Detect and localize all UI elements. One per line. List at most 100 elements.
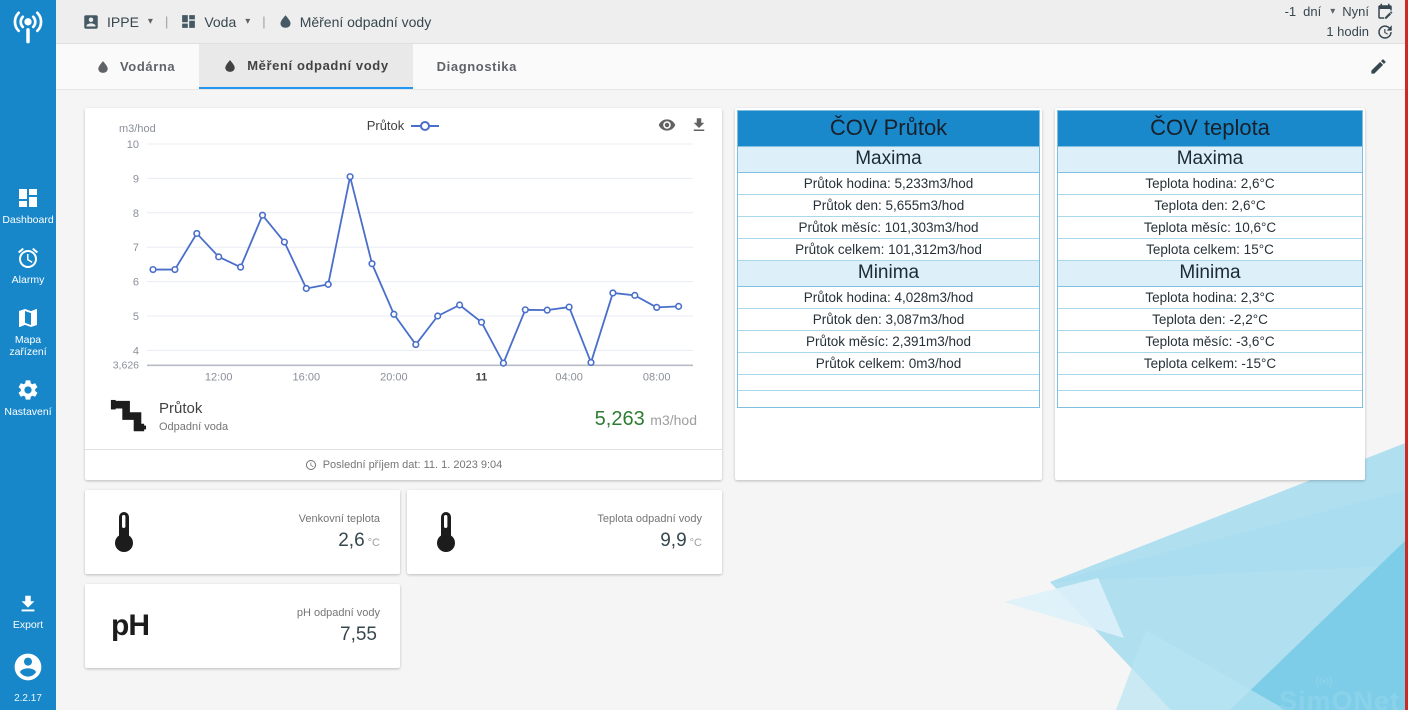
cov-teplota-card: ČOV teplota Maxima Teplota hodina: 2,6°C Te… <box>1055 108 1365 480</box>
table-row: Průtok den: 3,087m3/hod <box>738 309 1039 331</box>
table-row: Průtok měsíc: 2,391m3/hod <box>738 331 1039 353</box>
org-selector[interactable]: IPPE ▾ <box>82 13 153 31</box>
sidebar-item-mapa-zarizeni[interactable]: Mapa zařízení <box>0 296 56 368</box>
table-row: Průtok měsíc: 101,303m3/hod <box>738 217 1039 239</box>
card-value: 7,55 <box>340 624 380 646</box>
edit-dashboard-button[interactable] <box>1369 44 1388 89</box>
app-version: 2.2.17 <box>14 693 42 704</box>
tab-mereni-odpadni-vody[interactable]: Měření odpadní vody <box>199 44 413 89</box>
last-data-text: Poslední příjem dat: 11. 1. 2023 9:04 <box>322 459 503 471</box>
group-selector[interactable]: Voda ▾ <box>180 13 250 30</box>
page-title: Měření odpadní vody <box>278 14 431 30</box>
table-row-empty <box>1058 391 1362 407</box>
tab-diagnostika[interactable]: Diagnostika <box>413 44 541 89</box>
stat-table: ČOV teplota Maxima Teplota hodina: 2,6°C Te… <box>1057 110 1363 408</box>
ph-card[interactable]: pH pH odpadní vody 7,55 <box>85 584 400 668</box>
group-grid-icon <box>180 13 197 30</box>
card-value-block: pH odpadní vody 7,55 <box>297 584 380 668</box>
water-drop-icon <box>96 60 110 74</box>
sidebar: Dashboard Alarmy Mapa zařízení Nastavení <box>0 0 56 710</box>
refresh-interval-control[interactable]: 1 hodin <box>1326 22 1394 41</box>
account-box-icon <box>82 13 100 31</box>
sensor-summary-row[interactable]: Průtok Odpadní voda 5,263 m3/hod <box>85 396 722 448</box>
tab-label: Měření odpadní vody <box>247 58 389 73</box>
topbar: IPPE ▾ | Voda ▾ | Měření odpadní vody -1… <box>56 0 1408 44</box>
sidebar-item-nastaveni[interactable]: Nastavení <box>0 368 56 428</box>
last-data-footer: Poslední příjem dat: 11. 1. 2023 9:04 <box>85 449 722 480</box>
dashboard-icon <box>16 186 40 210</box>
svg-text:10: 10 <box>127 139 139 151</box>
card-value-block: Venkovní teplota 2,6 °C <box>299 490 380 574</box>
table-row: Průtok celkem: 101,312m3/hod <box>738 239 1039 261</box>
export-download-icon <box>17 593 39 615</box>
stat-table-title: ČOV Průtok <box>738 111 1039 147</box>
sidebar-item-alarmy[interactable]: Alarmy <box>0 236 56 296</box>
tab-label: Vodárna <box>120 59 176 74</box>
svg-text:5: 5 <box>133 311 139 323</box>
refresh-interval-label: 1 hodin <box>1326 24 1369 39</box>
sidebar-nav: Dashboard Alarmy Mapa zařízení Nastavení <box>0 176 56 428</box>
card-label: Venkovní teplota <box>298 512 380 525</box>
line-chart[interactable]: 10 9 8 7 6 5 4 3,626 12:00 16:00 20:00 11 04:00 08:00 <box>91 136 716 384</box>
card-label: pH odpadní vody <box>296 606 380 619</box>
stat-table-section-header: Minima <box>738 261 1039 287</box>
svg-text:11: 11 <box>476 371 488 383</box>
card-value: 2,6 °C <box>338 530 380 552</box>
table-row: Průtok celkem: 0m3/hod <box>738 353 1039 375</box>
svg-text:12:00: 12:00 <box>205 371 233 383</box>
table-row: Průtok den: 5,655m3/hod <box>738 195 1039 217</box>
sidebar-item-label: Export <box>12 619 44 631</box>
sidebar-item-dashboard[interactable]: Dashboard <box>0 176 56 236</box>
screen-edge-marker <box>1405 0 1408 710</box>
tab-vodarna[interactable]: Vodárna <box>72 44 199 89</box>
stat-table-section-header: Maxima <box>738 147 1039 173</box>
thermometer-icon <box>111 510 137 554</box>
user-account-icon[interactable] <box>12 651 44 683</box>
card-value-unit: °C <box>689 536 702 549</box>
table-row: Teplota hodina: 2,6°C <box>1058 173 1362 195</box>
tabbar: Vodárna Měření odpadní vody Diagnostika <box>56 44 1408 90</box>
table-row: Teplota měsíc: 10,6°C <box>1058 217 1362 239</box>
card-value-number: 9,9 <box>660 529 687 551</box>
watermark-text: SimONet <box>1278 686 1400 710</box>
sidebar-item-export[interactable]: Export <box>0 583 56 641</box>
svg-text:3,626: 3,626 <box>113 359 139 371</box>
y-axis-unit-label: m3/hod <box>119 123 156 135</box>
time-range-control[interactable]: -1 dní ▾ Nyní <box>1285 2 1394 21</box>
table-row: Teplota celkem: -15°C <box>1058 353 1362 375</box>
card-value-unit: °C <box>367 536 380 549</box>
org-label: IPPE <box>107 13 139 30</box>
calendar-edit-icon[interactable] <box>1376 3 1394 21</box>
history-clock-icon[interactable] <box>1376 23 1394 41</box>
card-value-number: 7,55 <box>340 623 377 645</box>
simonet-watermark: SimONet <box>1278 675 1400 710</box>
sensor-value-number: 5,263 <box>594 408 645 430</box>
wastewater-temp-card[interactable]: Teplota odpadní vody 9,9 °C <box>407 490 722 574</box>
svg-text:6: 6 <box>133 277 139 289</box>
outdoor-temp-card[interactable]: Venkovní teplota 2,6 °C <box>85 490 400 574</box>
chart-legend[interactable]: Průtok <box>85 118 722 133</box>
card-value-number: 2,6 <box>338 529 365 551</box>
time-offset-unit: dní <box>1303 4 1322 19</box>
group-label: Voda <box>204 13 237 30</box>
svg-text:08:00: 08:00 <box>643 371 671 383</box>
stat-table: ČOV Průtok Maxima Průtok hodina: 5,233m3/h… <box>737 110 1040 408</box>
sidebar-item-label: Dashboard <box>2 214 54 226</box>
chevron-down-icon: ▾ <box>245 16 251 27</box>
alarm-icon <box>16 246 40 270</box>
sidebar-bottom: Export 2.2.17 <box>0 583 56 710</box>
svg-text:9: 9 <box>133 173 139 185</box>
sidebar-item-label: Alarmy <box>11 274 45 286</box>
table-row-empty <box>738 375 1039 391</box>
simonet-logo-icon[interactable] <box>9 8 47 48</box>
table-row: Teplota celkem: 15°C <box>1058 239 1362 261</box>
chevron-down-icon: ▾ <box>1330 6 1336 17</box>
download-chart-icon[interactable] <box>690 116 708 134</box>
breadcrumb-separator: | <box>164 14 169 29</box>
table-row-empty <box>738 391 1039 407</box>
map-icon <box>16 306 40 330</box>
tab-label: Diagnostika <box>436 59 517 74</box>
visibility-eye-icon[interactable] <box>658 116 676 134</box>
time-offset-value: -1 <box>1284 4 1297 19</box>
table-row-empty <box>1058 375 1362 391</box>
